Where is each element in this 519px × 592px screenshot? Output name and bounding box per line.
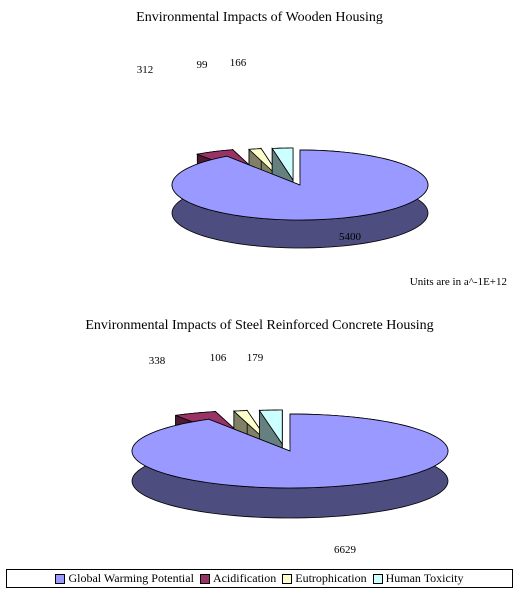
data-label-global-warming-potential: 6629: [334, 544, 357, 556]
legend-label: Eutrophication: [295, 571, 367, 585]
data-label-global-warming-potential: 5400: [339, 231, 362, 243]
legend: Global Warming Potential Acidification E…: [6, 569, 513, 588]
data-label-acidification: 312: [137, 64, 154, 76]
legend-label: Acidification: [212, 571, 277, 585]
pie-slice-global-warming-potential: [131, 413, 449, 519]
data-label-human-toxicity: 166: [230, 57, 247, 69]
data-label-human-toxicity: 179: [247, 352, 264, 364]
legend-item: Acidification: [199, 571, 277, 586]
chart-title-wooden-housing: Environmental Impacts of Wooden Housing: [136, 10, 383, 25]
data-label-eutrophication: 106: [210, 352, 227, 364]
pie-chart-concrete-housing: 6629 338 106 179: [131, 352, 449, 556]
pie-slice-global-warming-potential: [171, 149, 429, 249]
data-label-eutrophication: 99: [197, 59, 209, 71]
chart-title-concrete-housing: Environmental Impacts of Steel Reinforce…: [85, 318, 434, 333]
legend-swatch: [199, 573, 210, 584]
legend-item: Global Warming Potential: [55, 571, 194, 586]
legend-label: Global Warming Potential: [68, 571, 194, 585]
units-note: Units are in a^-1E+12: [409, 276, 507, 288]
legend-swatch: [372, 573, 383, 584]
legend-swatch: [55, 573, 66, 584]
pie-chart-wooden-housing: 5400 312 99 166: [137, 57, 429, 249]
legend-label: Human Toxicity: [385, 571, 464, 585]
legend-item: Eutrophication: [282, 571, 367, 586]
legend-item: Human Toxicity: [372, 571, 464, 586]
legend-swatch: [282, 573, 293, 584]
data-label-acidification: 338: [149, 355, 166, 367]
